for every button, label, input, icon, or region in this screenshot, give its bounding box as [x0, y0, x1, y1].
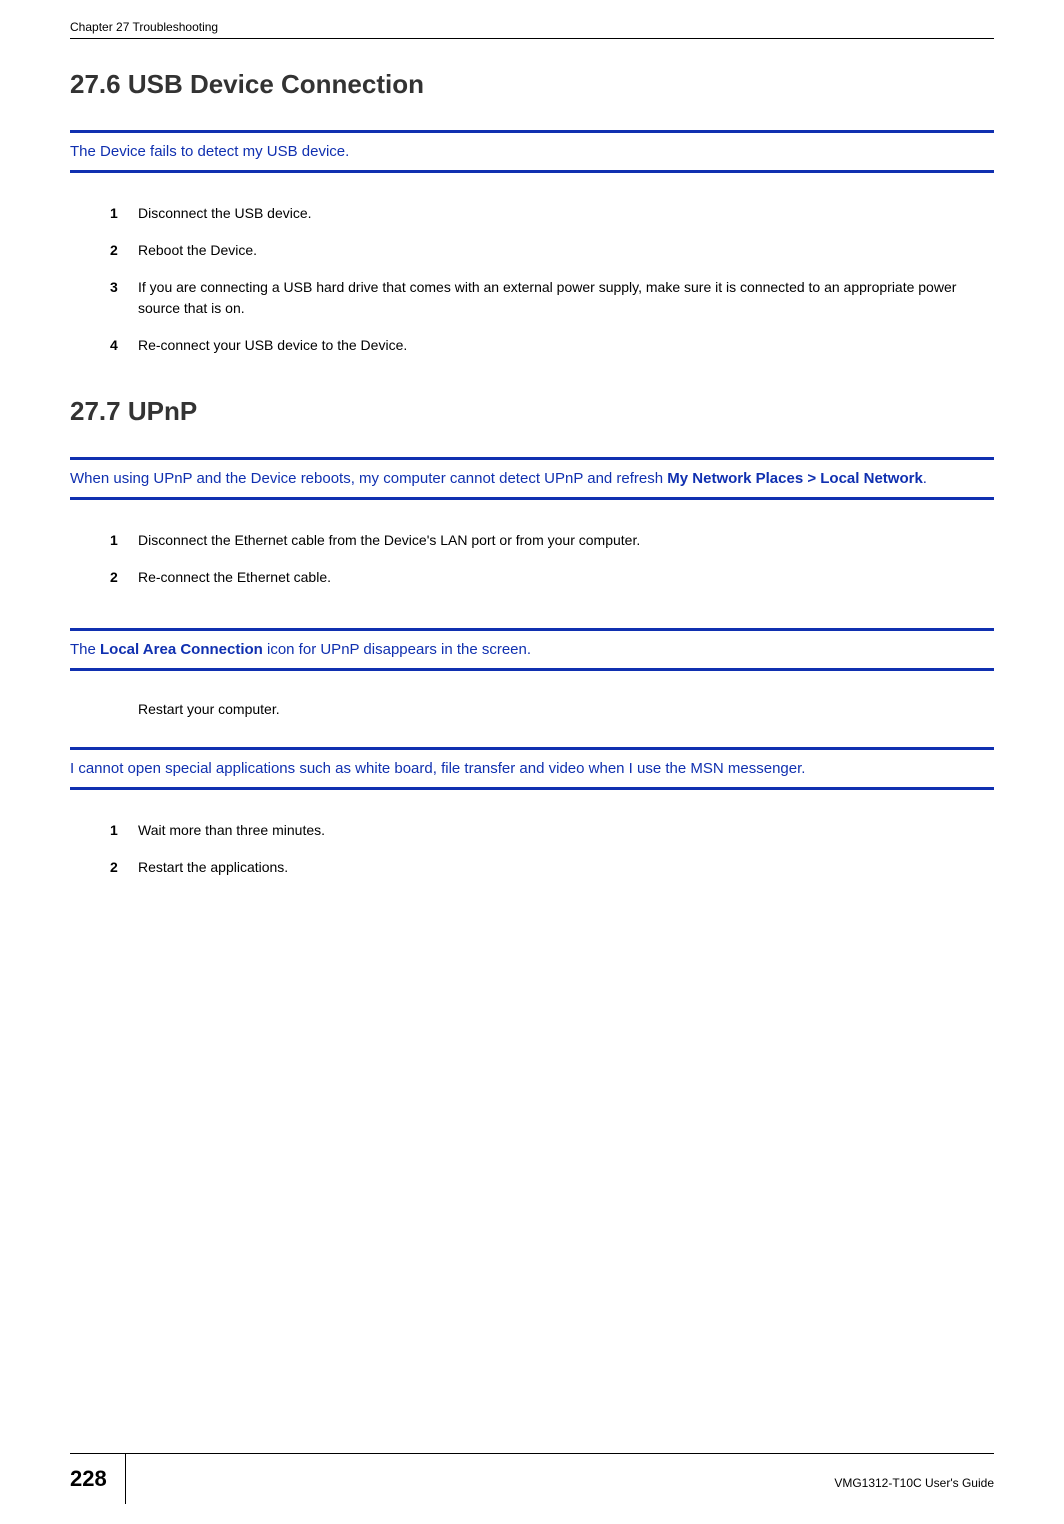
divider-bottom: [70, 787, 994, 790]
page-footer: 228 VMG1312-T10C User's Guide: [70, 1453, 994, 1504]
step-text: If you are connecting a USB hard drive t…: [138, 277, 994, 319]
problem-text-post: icon for UPnP disappears in the screen.: [263, 641, 531, 658]
step-number: 2: [110, 857, 138, 878]
step-text: Restart the applications.: [138, 857, 994, 878]
step-row: 2 Reboot the Device.: [110, 240, 994, 261]
instruction-restart: Restart your computer.: [138, 701, 994, 717]
problem-upnp-1: When using UPnP and the Device reboots, …: [70, 468, 994, 489]
footer-row: 228 VMG1312-T10C User's Guide: [70, 1454, 994, 1504]
problem-text-post: .: [923, 470, 927, 487]
step-number: 2: [110, 240, 138, 261]
problem-upnp-2: The Local Area Connection icon for UPnP …: [70, 639, 994, 660]
page-number: 228: [70, 1454, 126, 1504]
step-number: 1: [110, 203, 138, 224]
divider-bottom: [70, 668, 994, 671]
problem-text-pre: When using UPnP and the Device reboots, …: [70, 470, 667, 487]
step-text: Re-connect the Ethernet cable.: [138, 567, 994, 588]
steps-upnp-3: 1 Wait more than three minutes. 2 Restar…: [110, 820, 994, 878]
step-number: 3: [110, 277, 138, 319]
step-number: 1: [110, 530, 138, 551]
section-heading-upnp: 27.7 UPnP: [70, 396, 994, 427]
section-heading-usb: 27.6 USB Device Connection: [70, 69, 994, 100]
step-row: 1 Disconnect the Ethernet cable from the…: [110, 530, 994, 551]
step-number: 2: [110, 567, 138, 588]
problem-usb: The Device fails to detect my USB device…: [70, 141, 994, 162]
divider-top: [70, 130, 994, 133]
step-row: 2 Re-connect the Ethernet cable.: [110, 567, 994, 588]
divider-top: [70, 747, 994, 750]
step-text: Reboot the Device.: [138, 240, 994, 261]
step-text: Disconnect the Ethernet cable from the D…: [138, 530, 994, 551]
problem-upnp-3: I cannot open special applications such …: [70, 758, 994, 779]
step-number: 4: [110, 335, 138, 356]
step-text: Wait more than three minutes.: [138, 820, 994, 841]
page-container: Chapter 27 Troubleshooting 27.6 USB Devi…: [0, 0, 1064, 1524]
step-text: Disconnect the USB device.: [138, 203, 994, 224]
guide-title: VMG1312-T10C User's Guide: [126, 1468, 994, 1490]
problem-text-pre: The: [70, 641, 100, 658]
divider-top: [70, 628, 994, 631]
step-row: 1 Wait more than three minutes.: [110, 820, 994, 841]
step-number: 1: [110, 820, 138, 841]
step-row: 1 Disconnect the USB device.: [110, 203, 994, 224]
chapter-label: Chapter 27 Troubleshooting: [70, 20, 218, 34]
page-header: Chapter 27 Troubleshooting: [70, 20, 994, 39]
steps-usb: 1 Disconnect the USB device. 2 Reboot th…: [110, 203, 994, 356]
divider-bottom: [70, 497, 994, 500]
step-row: 3 If you are connecting a USB hard drive…: [110, 277, 994, 319]
steps-upnp-1: 1 Disconnect the Ethernet cable from the…: [110, 530, 994, 588]
step-text: Re-connect your USB device to the Device…: [138, 335, 994, 356]
problem-text-bold: Local Area Connection: [100, 641, 263, 658]
problem-text-bold: My Network Places > Local Network: [667, 470, 923, 487]
divider-bottom: [70, 170, 994, 173]
step-row: 2 Restart the applications.: [110, 857, 994, 878]
divider-top: [70, 457, 994, 460]
step-row: 4 Re-connect your USB device to the Devi…: [110, 335, 994, 356]
